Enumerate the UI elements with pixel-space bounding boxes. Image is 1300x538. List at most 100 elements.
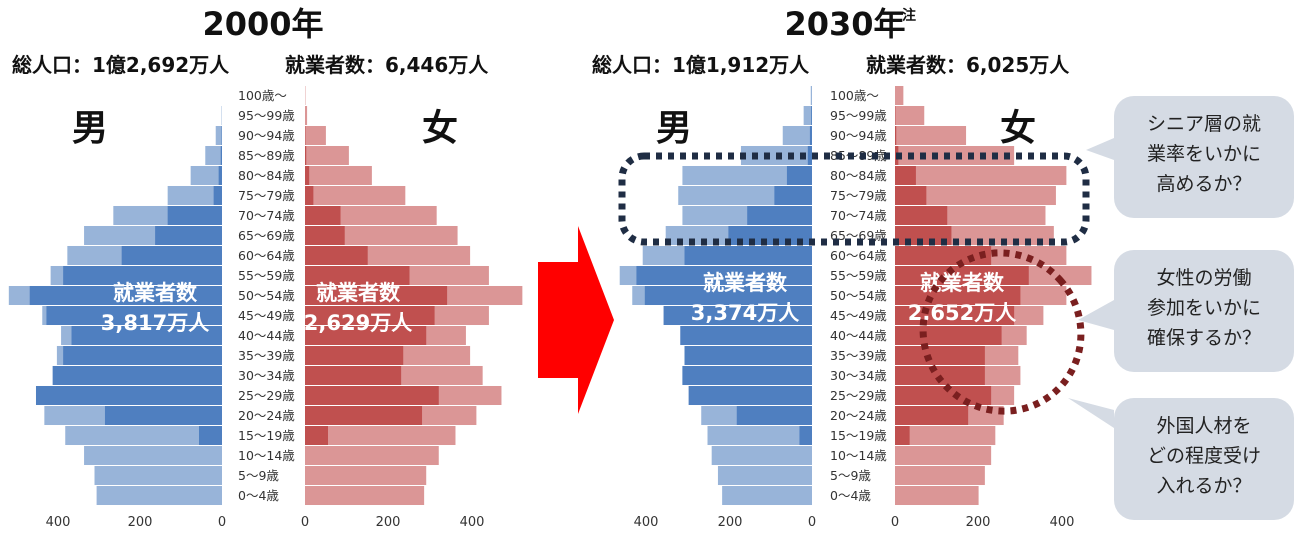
age-group-label: 15〜19歳 bbox=[830, 428, 887, 443]
x-tick-label: 400 bbox=[46, 515, 71, 530]
bar-male-employed bbox=[35, 386, 222, 405]
x-tick-label: 200 bbox=[718, 515, 743, 530]
bar-female-total bbox=[895, 186, 1056, 205]
age-group-label: 85〜89歳 bbox=[238, 148, 295, 163]
age-group-label: 55〜59歳 bbox=[238, 268, 295, 283]
bubble-tail bbox=[1068, 398, 1114, 428]
bar-male-employed bbox=[71, 326, 223, 345]
age-group-label: 80〜84歳 bbox=[238, 168, 295, 183]
bar-male-employed bbox=[680, 326, 812, 345]
x-tick-label: 400 bbox=[634, 515, 659, 530]
bar-female-total bbox=[305, 446, 439, 465]
bar-male-employed bbox=[52, 366, 223, 385]
bar-female-employed bbox=[305, 206, 341, 225]
bar-female-employed bbox=[305, 346, 404, 365]
female-employed-label: 就業者数 bbox=[316, 281, 401, 305]
age-group-label: 0〜4歳 bbox=[238, 488, 279, 503]
bar-female-employed bbox=[895, 246, 992, 265]
bar-male-employed bbox=[199, 426, 222, 445]
age-group-label: 90〜94歳 bbox=[238, 128, 295, 143]
bar-female-employed bbox=[305, 186, 314, 205]
bar-female-employed bbox=[305, 306, 435, 325]
bubble-body bbox=[1114, 398, 1294, 520]
bar-female-employed bbox=[305, 406, 423, 425]
x-tick-label: 0 bbox=[891, 515, 899, 530]
x-tick-label: 200 bbox=[376, 515, 401, 530]
bar-female-total bbox=[305, 466, 427, 485]
chart-2030-employed: 就業者数：6,025万人 bbox=[866, 53, 1070, 77]
x-tick-label: 400 bbox=[460, 515, 485, 530]
age-group-label: 60〜64歳 bbox=[238, 248, 295, 263]
male-employed-value: 3,817万人 bbox=[101, 311, 209, 335]
age-group-label: 40〜44歳 bbox=[238, 328, 295, 343]
bar-male-total bbox=[94, 466, 222, 485]
bubble-text-line: 入れるか？ bbox=[1156, 475, 1251, 497]
age-group-label: 60〜64歳 bbox=[830, 248, 887, 263]
male-employed-label: 就業者数 bbox=[703, 271, 788, 295]
bar-male-employed bbox=[121, 246, 222, 265]
chart-2000-employed: 就業者数：6,446万人 bbox=[285, 53, 489, 77]
bar-male-total bbox=[190, 166, 222, 185]
age-group-label: 50〜54歳 bbox=[830, 288, 887, 303]
bar-male-employed bbox=[636, 266, 812, 285]
bar-female-total bbox=[305, 126, 326, 145]
bubble-text-line: 女性の労働 bbox=[1156, 267, 1251, 289]
bubble-text-line: 確保するか？ bbox=[1147, 327, 1261, 349]
bar-male-employed bbox=[155, 226, 222, 245]
bar-female-employed bbox=[895, 326, 1002, 345]
chart-2000-title: 2000年 bbox=[202, 5, 323, 43]
bar-female-employed bbox=[305, 326, 427, 345]
x-tick-label: 0 bbox=[301, 515, 309, 530]
bar-female-total bbox=[305, 186, 406, 205]
age-group-label: 0〜4歳 bbox=[830, 488, 871, 503]
bar-male-employed bbox=[809, 126, 812, 145]
bar-female-total bbox=[895, 86, 904, 105]
bar-male-total bbox=[717, 466, 812, 485]
age-group-label: 100歳〜 bbox=[238, 88, 287, 103]
bar-female-employed bbox=[305, 426, 328, 445]
bubble-tail bbox=[1086, 138, 1114, 160]
bar-male-total bbox=[810, 86, 812, 105]
x-tick-label: 200 bbox=[966, 515, 991, 530]
age-group-label: 35〜39歳 bbox=[830, 348, 887, 363]
bar-female-total bbox=[895, 466, 985, 485]
male-employed-label: 就業者数 bbox=[113, 281, 198, 305]
bubble-text-line: シニア層の就 bbox=[1147, 113, 1261, 135]
age-group-label: 75〜79歳 bbox=[238, 188, 295, 203]
bar-male-employed bbox=[807, 146, 812, 165]
bar-male-employed bbox=[747, 206, 812, 225]
age-group-label: 45〜49歳 bbox=[238, 308, 295, 323]
bar-male-total bbox=[96, 486, 222, 505]
bar-male-employed bbox=[811, 106, 812, 125]
bar-male-total bbox=[84, 446, 222, 465]
bubble-text-line: どの程度受け bbox=[1147, 445, 1261, 467]
bar-female-employed bbox=[305, 226, 345, 245]
age-group-label: 40〜44歳 bbox=[830, 328, 887, 343]
bar-male-total bbox=[682, 166, 812, 185]
bar-male-total bbox=[707, 426, 812, 445]
age-group-label: 20〜24歳 bbox=[238, 408, 295, 423]
bar-female-employed bbox=[305, 166, 310, 185]
bar-male-total bbox=[803, 106, 812, 125]
chart-2030-title-note: 注 bbox=[902, 7, 916, 24]
bar-female-total bbox=[895, 166, 1067, 185]
pyramid-2030: 100歳〜95〜99歳90〜94歳85〜89歳80〜84歳75〜79歳70〜74… bbox=[619, 86, 1092, 530]
x-tick-label: 400 bbox=[1050, 515, 1075, 530]
male-label: 男 bbox=[72, 108, 108, 149]
pyramid-2000: 100歳〜 95〜99歳 90〜94歳 85〜89歳 80〜84歳 75〜79歳 70〜74… bbox=[8, 86, 523, 530]
bar-female-employed bbox=[895, 206, 948, 225]
bubble-text-line: 業率をいかに bbox=[1147, 143, 1261, 165]
bar-male-total bbox=[711, 446, 812, 465]
bar-male-employed bbox=[736, 406, 812, 425]
bar-female-total bbox=[895, 106, 925, 125]
age-group-label: 15〜19歳 bbox=[238, 428, 295, 443]
male-label: 男 bbox=[656, 108, 692, 149]
bar-female-employed bbox=[305, 366, 402, 385]
bar-female-employed bbox=[895, 346, 985, 365]
bar-female-employed bbox=[895, 406, 969, 425]
age-group-label: 100歳〜 bbox=[830, 88, 879, 103]
bubble-body bbox=[1114, 250, 1294, 372]
